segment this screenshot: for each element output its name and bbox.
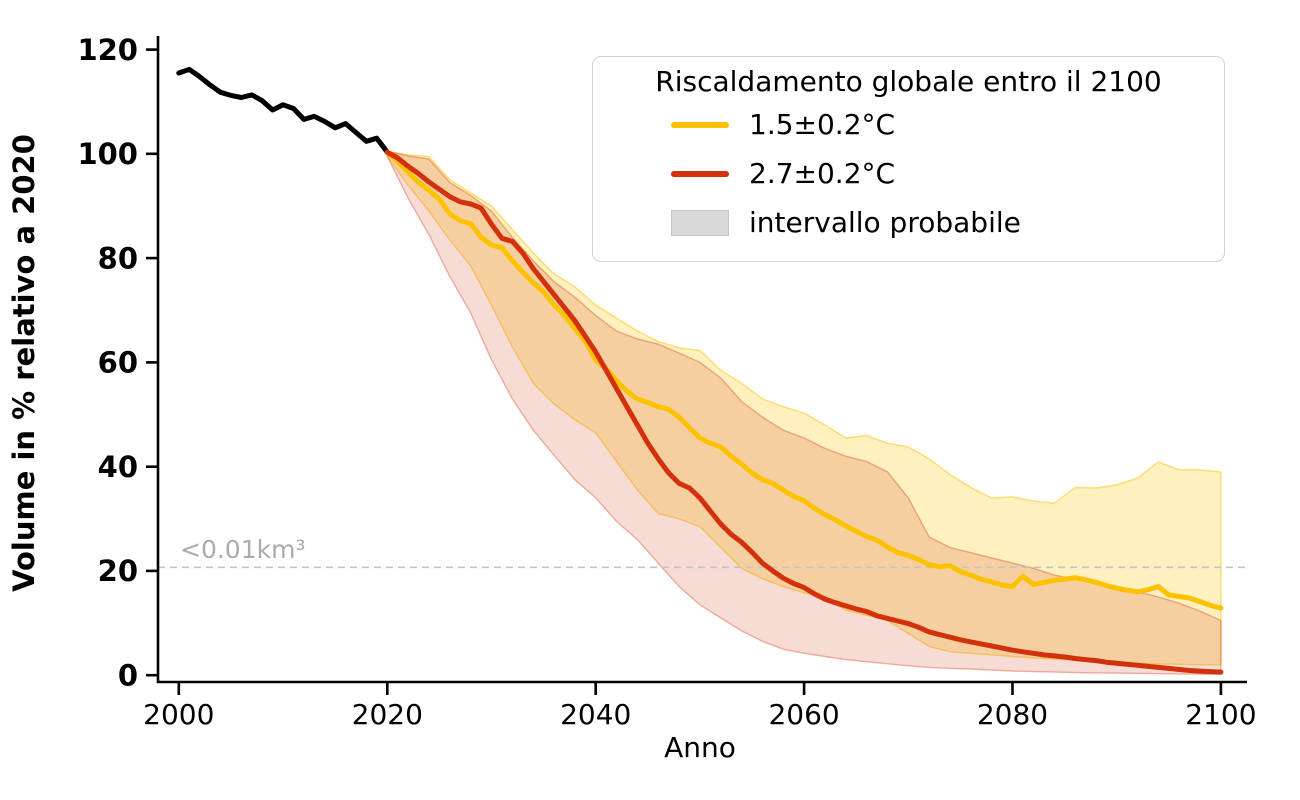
x-axis-title: Anno [664, 731, 736, 764]
x-tick-label-2020: 2020 [352, 698, 423, 731]
axes-layer: 2000 2020 2040 2060 2080 2100 020406080100120… [7, 33, 1257, 764]
x-tick-label-2060: 2060 [768, 698, 839, 731]
band-0 [386, 150, 1222, 666]
series-lines-layer [176, 66, 1224, 675]
y-tick-label-120: 120 [77, 33, 138, 67]
legend-label-2-7C: 2.7±0.2°C [749, 157, 896, 190]
legend-label-likely-range: intervallo probabile [749, 206, 1021, 239]
x-tick-label-2040: 2040 [560, 698, 631, 731]
legend-item-2-7C: 2.7±0.2°C [593, 149, 1224, 198]
legend-patch-swatch-likely-range [671, 209, 729, 236]
y-tick-label-80: 80 [98, 241, 138, 275]
legend-line-swatch-1-5C [671, 121, 729, 128]
series-line-1 [384, 149, 1224, 611]
y-tick-label-20: 20 [98, 554, 138, 588]
legend-item-1-5C: 1.5±0.2°C [593, 100, 1224, 149]
y-axis-title: Volume in % relativo a 2020 [7, 134, 41, 592]
threshold-layer: <0.01km³ [158, 535, 1245, 569]
y-tick-label-100: 100 [77, 137, 138, 171]
x-tick-label-2000: 2000 [143, 698, 214, 731]
series-line-0 [176, 66, 390, 155]
y-tick-label-60: 60 [98, 346, 138, 380]
legend-label-1-5C: 1.5±0.2°C [749, 108, 896, 141]
x-axis-ticks: 2000 2020 2040 2060 2080 2100 [143, 682, 1257, 731]
threshold-annotation: <0.01km³ [180, 535, 305, 564]
legend-line-swatch-2-7C [671, 170, 729, 177]
legend-box: Riscaldamento globale entro il 2100 1.5±… [592, 56, 1225, 262]
legend-title: Riscaldamento globale entro il 2100 [655, 65, 1162, 98]
axis-spines [156, 36, 1247, 684]
legend-item-likely-range: intervallo probabile [593, 198, 1224, 247]
x-tick-label-2080: 2080 [977, 698, 1048, 731]
y-tick-label-40: 40 [98, 450, 138, 484]
y-tick-label-0: 0 [118, 658, 138, 692]
y-axis-ticks: 0 20 40 60 80 100 120 [77, 33, 158, 692]
series-line-2 [384, 149, 1224, 675]
x-tick-label-2100: 2100 [1185, 698, 1256, 731]
